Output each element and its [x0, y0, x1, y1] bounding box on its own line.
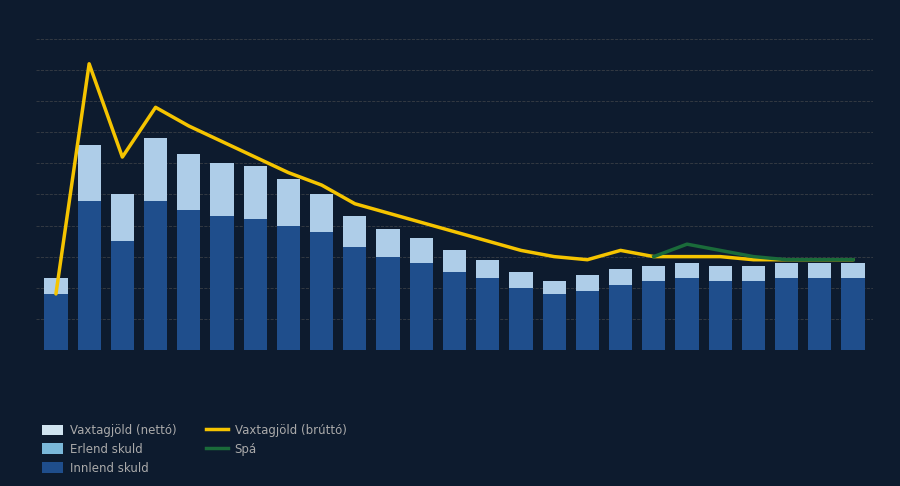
Bar [775, 278, 798, 350]
Bar [343, 247, 366, 350]
Bar [310, 194, 333, 232]
Bar [277, 179, 300, 226]
Bar [376, 257, 400, 350]
Bar [44, 294, 68, 350]
Bar [77, 201, 101, 350]
Bar [609, 269, 632, 285]
Bar [343, 216, 366, 247]
Bar [443, 272, 466, 350]
Bar [509, 272, 533, 288]
Bar [576, 275, 599, 291]
Bar [476, 278, 500, 350]
Bar [675, 278, 698, 350]
Bar [476, 260, 500, 278]
Bar [543, 281, 566, 294]
Bar [842, 263, 865, 278]
Bar [144, 139, 167, 201]
Bar [111, 194, 134, 241]
Bar [643, 281, 665, 350]
Bar [410, 238, 433, 263]
Bar [177, 154, 201, 210]
Bar [310, 232, 333, 350]
Bar [443, 250, 466, 272]
Bar [211, 216, 234, 350]
Bar [211, 163, 234, 216]
Bar [111, 241, 134, 350]
Bar [708, 281, 732, 350]
Legend: Vaxtagjöld (nettó), Erlend skuld, Innlend skuld, Vaxtagjöld (brúttó), Spá: Vaxtagjöld (nettó), Erlend skuld, Innlen… [42, 424, 347, 475]
Bar [675, 263, 698, 278]
Bar [775, 263, 798, 278]
Bar [808, 263, 832, 278]
Bar [244, 166, 266, 219]
Bar [376, 228, 400, 257]
Bar [77, 145, 101, 201]
Bar [543, 294, 566, 350]
Bar [643, 266, 665, 281]
Bar [708, 266, 732, 281]
Bar [410, 263, 433, 350]
Bar [609, 285, 632, 350]
Bar [277, 226, 300, 350]
Bar [44, 278, 68, 294]
Bar [842, 278, 865, 350]
Bar [177, 210, 201, 350]
Bar [742, 281, 765, 350]
Bar [244, 219, 266, 350]
Bar [144, 201, 167, 350]
Bar [509, 288, 533, 350]
Bar [808, 278, 832, 350]
Bar [742, 266, 765, 281]
Bar [576, 291, 599, 350]
